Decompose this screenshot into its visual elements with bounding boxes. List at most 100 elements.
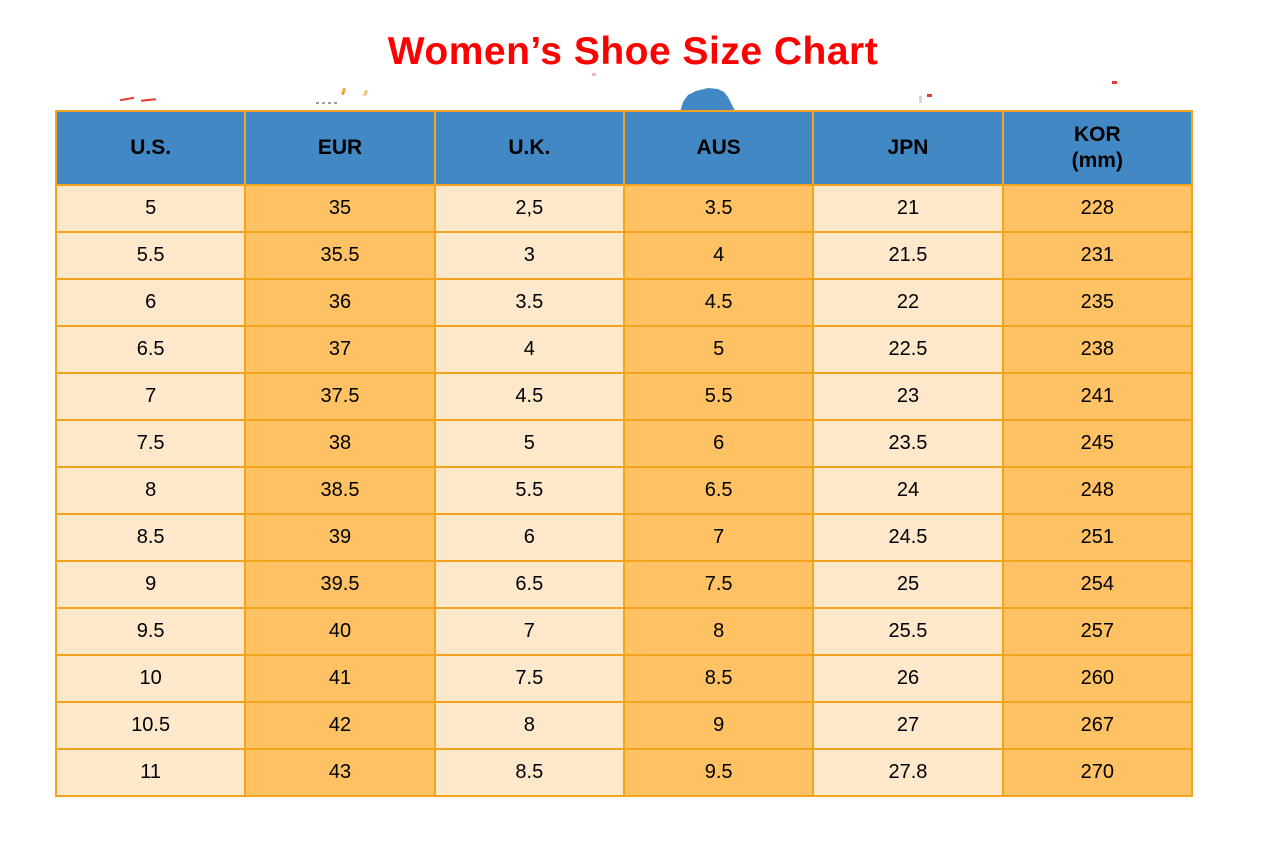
table-cell: 8 [54,466,247,515]
table-cell: 5 [54,184,247,233]
scan-artifact [119,96,135,102]
column-label: U.K. [508,135,551,159]
table-cell: 270 [1001,748,1194,797]
table-cell: 3.5 [622,184,815,233]
table-cell: 43 [244,748,436,797]
column-header-jpn: JPN [812,110,1004,186]
table-cell: 10 [54,654,247,703]
table-cell: 39.5 [244,560,436,609]
table-row: 7 37.5 4.5 5.5 23 241 [54,372,1194,421]
table-cell: 7 [433,607,625,656]
table-cell: 7.5 [433,654,625,703]
table-cell: 7.5 [622,560,815,609]
table-cell: 4 [622,231,815,280]
column-label: U.S. [130,135,172,159]
column-sublabel: (mm) [1071,149,1123,172]
table-cell: 21 [812,184,1004,233]
table-cell: 241 [1001,372,1194,421]
column-label: KOR [1073,122,1121,146]
table-cell: 11 [54,748,247,797]
table-cell: 5 [433,419,625,468]
table-cell: 27.8 [812,748,1004,797]
scan-artifact [919,96,922,103]
column-label: EUR [317,135,363,159]
table-cell: 8.5 [54,513,247,562]
table-cell: 6 [622,419,815,468]
table-cell: 41 [244,654,436,703]
table-cell: 245 [1001,419,1194,468]
table-cell: 248 [1001,466,1194,515]
table-row: 8.5 39 6 7 24.5 251 [54,513,1194,562]
table-cell: 9 [622,701,815,750]
table-row: 7.5 38 5 6 23.5 245 [54,419,1194,468]
table-cell: 260 [1001,654,1194,703]
size-table-body: 5 35 2,5 3.5 21 228 5.5 35.5 3 4 21.5 231 6 36 3.5 4.5 2… [54,184,1194,797]
table-cell: 5.5 [622,372,815,421]
table-cell: 24 [812,466,1004,515]
table-cell: 4.5 [622,278,815,327]
table-cell: 5 [622,325,815,374]
table-cell: 8.5 [433,748,625,797]
table-cell: 5.5 [433,466,625,515]
column-header-aus: AUS [622,110,815,186]
table-cell: 8.5 [622,654,815,703]
table-cell: 3.5 [433,278,625,327]
table-cell: 10.5 [54,701,247,750]
table-cell: 38 [244,419,436,468]
scan-artifact [927,94,932,97]
table-cell: 6 [54,278,247,327]
header-row: U.S. EUR U.K. AUS JPN KOR (mm) [54,110,1194,186]
table-cell: 22 [812,278,1004,327]
table-cell: 238 [1001,325,1194,374]
scan-artifact [340,87,347,96]
table-cell: 26 [812,654,1004,703]
table-cell: 22.5 [812,325,1004,374]
table-cell: 254 [1001,560,1194,609]
table-cell: 39 [244,513,436,562]
table-cell: 9.5 [622,748,815,797]
table-cell: 235 [1001,278,1194,327]
table-cell: 231 [1001,231,1194,280]
table-cell: 251 [1001,513,1194,562]
column-header-kor: KOR (mm) [1001,110,1194,186]
table-cell: 4.5 [433,372,625,421]
table-row: 10 41 7.5 8.5 26 260 [54,654,1194,703]
table-cell: 267 [1001,701,1194,750]
table-cell: 24.5 [812,513,1004,562]
table-row: 11 43 8.5 9.5 27.8 270 [54,748,1194,797]
table-cell: 257 [1001,607,1194,656]
table-cell: 7.5 [54,419,247,468]
column-header-uk: U.K. [433,110,625,186]
table-row: 5.5 35.5 3 4 21.5 231 [54,231,1194,280]
table-row: 9.5 40 7 8 25.5 257 [54,607,1194,656]
table-cell: 9 [54,560,247,609]
size-chart-table: U.S. EUR U.K. AUS JPN KOR (mm) 5 35 2,5 3.5… [54,110,1194,797]
table-cell: 6.5 [54,325,247,374]
page-title: Women’s Shoe Size Chart [387,30,879,73]
table-cell: 40 [244,607,436,656]
table-cell: 6 [433,513,625,562]
table-row: 8 38.5 5.5 6.5 24 248 [54,466,1194,515]
table-cell: 6.5 [433,560,625,609]
table-row: 9 39.5 6.5 7.5 25 254 [54,560,1194,609]
table-cell: 23 [812,372,1004,421]
table-cell: 4 [433,325,625,374]
table-cell: 3 [433,231,625,280]
table-cell: 8 [622,607,815,656]
table-row: 10.5 42 8 9 27 267 [54,701,1194,750]
table-row: 5 35 2,5 3.5 21 228 [54,184,1194,233]
column-header-us: U.S. [54,110,247,186]
table-cell: 35 [244,184,436,233]
table-row: 6.5 37 4 5 22.5 238 [54,325,1194,374]
table-header: U.S. EUR U.K. AUS JPN KOR (mm) [54,110,1194,186]
table-cell: 25 [812,560,1004,609]
scan-artifact [140,98,157,102]
table-cell: 37 [244,325,436,374]
table-cell: 23.5 [812,419,1004,468]
table-cell: 228 [1001,184,1194,233]
table-cell: 2,5 [433,184,625,233]
column-label: AUS [696,135,741,159]
scan-artifact [362,89,369,97]
table-cell: 35.5 [244,231,436,280]
